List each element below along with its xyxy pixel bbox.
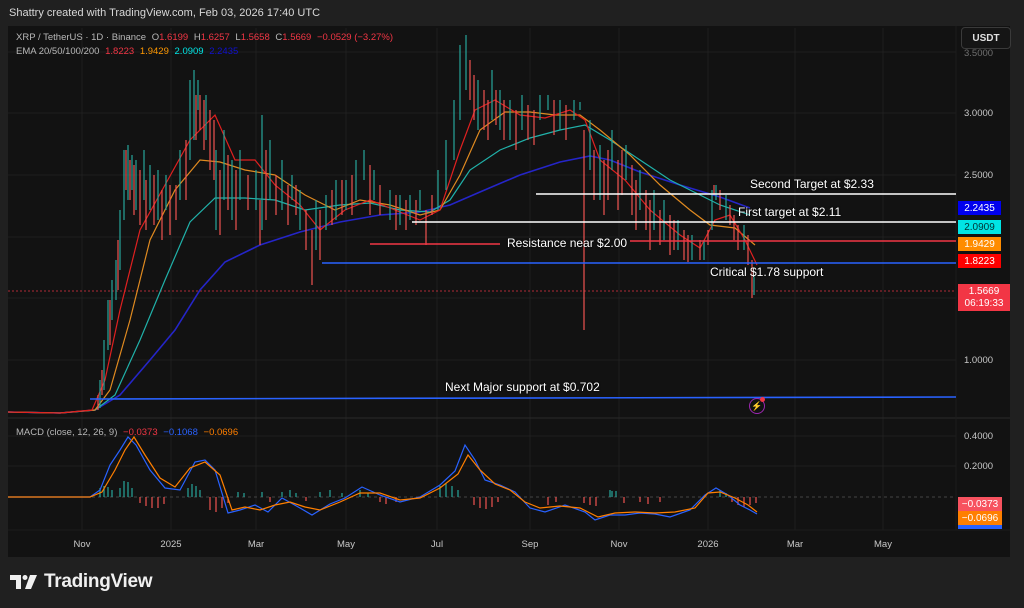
time-axis-label: 2025 xyxy=(160,539,182,550)
macd-axis-label: 0.4000 xyxy=(964,431,994,442)
time-axis-label: Sep xyxy=(521,539,539,550)
time-axis-label: May xyxy=(874,539,892,550)
open-value: 1.6199 xyxy=(159,32,189,43)
price-axis-label: 1.0000 xyxy=(964,355,994,366)
second-target-annotation[interactable]: Second Target at $2.33 xyxy=(750,177,874,191)
ema-100-line xyxy=(7,124,751,414)
macd-axis-label: 0.2000 xyxy=(964,461,994,472)
macd-histogram-value: −0.0373 xyxy=(123,427,158,438)
price-axis-label: 3.5000 xyxy=(964,48,994,59)
change-value: −0.0529 (−3.27%) xyxy=(316,32,394,43)
time-axis-label: Mar xyxy=(786,539,804,550)
last-price-tag: 1.5669 06:19:33 xyxy=(958,284,1010,311)
lightning-event-icon[interactable]: ⚡ xyxy=(749,398,765,414)
ema-50-line xyxy=(7,111,756,414)
resistance-annotation[interactable]: Resistance near $2.00 xyxy=(507,236,628,250)
ema-20-value: 1.8223 xyxy=(105,46,135,57)
ema-50-value: 1.9429 xyxy=(139,46,169,57)
macd-legend[interactable]: MACD (close, 12, 26, 9) −0.0373 −0.1068 … xyxy=(16,427,241,438)
time-axis-label: 2026 xyxy=(697,539,719,550)
macd-histogram xyxy=(99,481,757,512)
high-value: 1.6257 xyxy=(200,32,230,43)
symbol-name: XRP / TetherUS · 1D · Binance xyxy=(16,32,147,43)
tradingview-logo-text: TradingView xyxy=(44,571,153,592)
tradingview-logo-icon xyxy=(10,575,37,589)
major-support-annotation[interactable]: Next Major support at $0.702 xyxy=(445,380,600,394)
time-axis-label: Nov xyxy=(610,539,628,550)
first-target-annotation[interactable]: First target at $2.11 xyxy=(738,205,842,219)
ema-50-price-tag: 1.9429 xyxy=(958,237,1001,251)
time-axis-label: Nov xyxy=(73,539,91,550)
currency-button[interactable]: USDT xyxy=(961,27,1011,49)
low-value: 1.5658 xyxy=(240,32,270,43)
time-axis-label: Mar xyxy=(247,539,265,550)
ema-label: EMA 20/50/100/200 xyxy=(16,46,100,57)
macd-signal-value: −0.0696 xyxy=(203,427,239,438)
ema-200-value: 2.2435 xyxy=(209,46,239,57)
ema-100-value: 2.0909 xyxy=(174,46,204,57)
price-axis-label: 3.0000 xyxy=(964,108,994,119)
macd-label: MACD (close, 12, 26, 9) xyxy=(16,427,118,438)
macd-histogram-tag: −0.0373 xyxy=(958,497,1002,511)
ema-200-price-tag: 2.2435 xyxy=(958,201,1001,215)
ema-100-price-tag: 2.0909 xyxy=(958,220,1001,234)
major-support-line[interactable] xyxy=(89,396,957,400)
ema-legend[interactable]: EMA 20/50/100/200 1.8223 1.9429 2.0909 2… xyxy=(16,46,241,57)
time-axis-label: May xyxy=(337,539,355,550)
macd-line-tag xyxy=(958,525,1002,529)
macd-line xyxy=(8,436,758,521)
macd-value: −0.1068 xyxy=(163,427,198,438)
tradingview-logo[interactable]: TradingView xyxy=(10,571,153,593)
bar-countdown: 06:19:33 xyxy=(964,297,1004,309)
macd-signal-line xyxy=(8,435,758,518)
price-candles xyxy=(97,35,755,410)
critical-support-annotation[interactable]: Critical $1.78 support xyxy=(710,265,824,279)
grid xyxy=(8,28,956,530)
close-value: 1.5669 xyxy=(282,32,312,43)
symbol-legend[interactable]: XRP / TetherUS · 1D · Binance O1.6199 H1… xyxy=(16,32,394,43)
event-dot-icon xyxy=(760,397,765,402)
price-axis-label: 2.5000 xyxy=(964,170,994,181)
macd-signal-tag: −0.0696 xyxy=(958,511,1002,525)
ema-20-price-tag: 1.8223 xyxy=(958,254,1001,268)
last-price-value: 1.5669 xyxy=(968,285,1000,297)
time-axis-label: Jul xyxy=(430,539,444,550)
chart-caption: Shattry created with TradingView.com, Fe… xyxy=(9,7,321,19)
